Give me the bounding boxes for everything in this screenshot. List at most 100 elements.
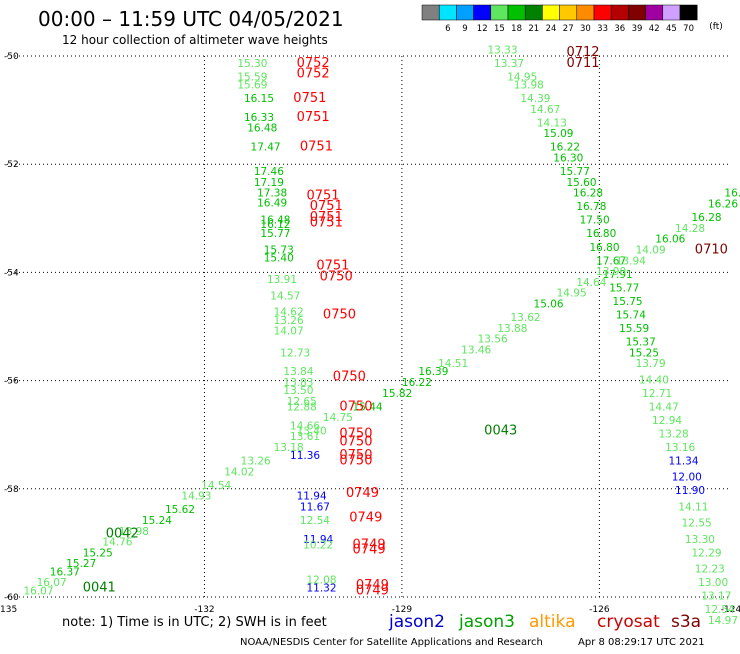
wave-height-value: 16.28 [573, 188, 603, 200]
wave-height-value: 15.60 [566, 177, 596, 189]
wave-height-value: 16.30 [553, 152, 583, 164]
wave-height-value: 16.15 [244, 93, 274, 105]
grid-lines [7, 55, 731, 598]
wave-height-value: 14.40 [639, 374, 669, 386]
satellite-label-jason3: jason3 [458, 612, 515, 632]
legend-swatch [645, 4, 664, 21]
y-tick-label: -54 [4, 268, 19, 278]
wave-height-value: 17.19 [254, 177, 284, 189]
legend-label: 33 [597, 24, 608, 34]
legend-unit: (ft) [709, 22, 723, 32]
wave-height-value: 14.67 [530, 104, 560, 116]
wave-height-value: 16.80 [586, 228, 616, 240]
pass-time-label: 0752 [297, 56, 330, 71]
pass-time-label: 0751 [300, 140, 333, 155]
wave-height-value: 13.40 [297, 426, 327, 438]
wave-height-value: 13.17 [701, 591, 731, 603]
legend-label: 21 [528, 24, 539, 34]
wave-height-value: 14.13 [537, 117, 567, 129]
wave-height-value: 14.11 [678, 501, 708, 513]
pass-time-labels: 0752075207510751075107510751075107510751… [83, 45, 728, 598]
x-tick-label: -126 [589, 605, 610, 615]
pass-time-label: 0751 [310, 199, 343, 214]
wave-height-value: 13.50 [283, 385, 313, 397]
legend-label: 42 [649, 24, 660, 34]
wave-height-value: 14.28 [675, 223, 705, 235]
wave-height-value: 14.47 [649, 401, 679, 413]
wave-height-value: 17.50 [580, 215, 610, 227]
wave-height-value: 14.57 [270, 290, 300, 302]
legend-swatch [662, 4, 681, 21]
wave-height-value: 17.46 [254, 166, 284, 178]
wave-height-value: 15.82 [382, 388, 412, 400]
wave-height-value: 13.91 [267, 274, 297, 286]
wave-height-value: 11.94 [303, 534, 333, 546]
wave-height-value: 16.39 [418, 366, 448, 378]
footer-credit: NOAA/NESDIS Center for Satellite Applica… [240, 637, 543, 648]
pass-time-label: 0751 [297, 110, 330, 125]
wave-height-value: 17.47 [251, 142, 281, 154]
wave-height-value: 14.54 [201, 480, 231, 492]
y-tick-label: -58 [4, 485, 19, 495]
wave-height-value: 14.39 [520, 93, 550, 105]
wave-height-value: 14.76 [102, 537, 132, 549]
wave-height-value: 14.95 [507, 71, 537, 83]
pass-time-label: 0749 [353, 537, 386, 552]
wave-height-value: 14.93 [181, 491, 211, 503]
wave-height-value: 16.37 [50, 566, 80, 578]
pass-time-label: 0750 [339, 435, 372, 450]
wave-height-value: 16.26 [708, 198, 738, 210]
wave-height-value: 13.88 [497, 323, 527, 335]
pass-time-label: 0749 [346, 486, 379, 501]
wave-height-value: 11.94 [297, 491, 327, 503]
wave-height-value: 12.54 [300, 515, 330, 527]
pass-time-label: 0751 [293, 91, 326, 106]
wave-height-value: 13.28 [659, 428, 689, 440]
wave-height-value: 13.26 [241, 455, 271, 467]
wave-height-value: 15.09 [543, 128, 573, 140]
wave-height-value: 15.59 [619, 323, 649, 335]
wave-height-value: 15.25 [83, 547, 113, 559]
legend-swatch [438, 4, 457, 21]
wave-height-value: 15.74 [616, 309, 646, 321]
wave-height-value: 13.00 [698, 577, 728, 589]
wave-height-value: 16.07 [23, 585, 53, 597]
wave-height-value: 13.79 [636, 358, 666, 370]
wave-height-value: 13.83 [283, 377, 313, 389]
wave-height-value: 14.75 [323, 412, 353, 424]
wave-height-value: 17.38 [257, 188, 287, 200]
pass-time-label: 0750 [320, 270, 353, 285]
wave-height-value: 11.90 [675, 485, 705, 497]
wave-height-value: 14.09 [636, 244, 666, 256]
wave-height-value: 11.34 [668, 455, 698, 467]
color-scale-legend: 6 9 12 15 18 21 24 27 30 33 36 39 42 45 70 [421, 4, 698, 34]
legend-label: 15 [494, 24, 505, 34]
legend-swatch [576, 4, 595, 21]
wave-height-value: 16.33 [244, 112, 274, 124]
legend-label: 30 [580, 24, 591, 34]
wave-height-value: 12.54 [705, 604, 735, 616]
legend-swatch [593, 4, 612, 21]
pass-time-label: 0750 [333, 370, 366, 385]
legend-swatch [507, 4, 526, 21]
satellite-label-cryosat: cryosat [597, 612, 660, 632]
pass-time-label: 0043 [484, 424, 517, 439]
wave-height-value: 11.67 [300, 501, 330, 513]
legend-label: 6 [445, 24, 450, 34]
legend-label: 27 [563, 24, 574, 34]
legend-swatch [524, 4, 543, 21]
wave-height-value: 12.55 [682, 518, 712, 530]
wave-height-value: 16.22 [402, 377, 432, 389]
wave-height-value: 13.18 [274, 442, 304, 454]
wave-height-value: 15.06 [534, 299, 564, 311]
wave-height-value: 13.98 [119, 526, 149, 538]
wave-height-value: 16.12 [260, 219, 290, 231]
legend-swatch [679, 4, 698, 21]
pass-time-label: 0749 [349, 510, 382, 525]
wave-height-value: 12.08 [306, 574, 336, 586]
wave-height-value: 13.56 [478, 334, 508, 346]
plot-background [7, 56, 731, 597]
wave-height-value: 15.24 [142, 515, 172, 527]
